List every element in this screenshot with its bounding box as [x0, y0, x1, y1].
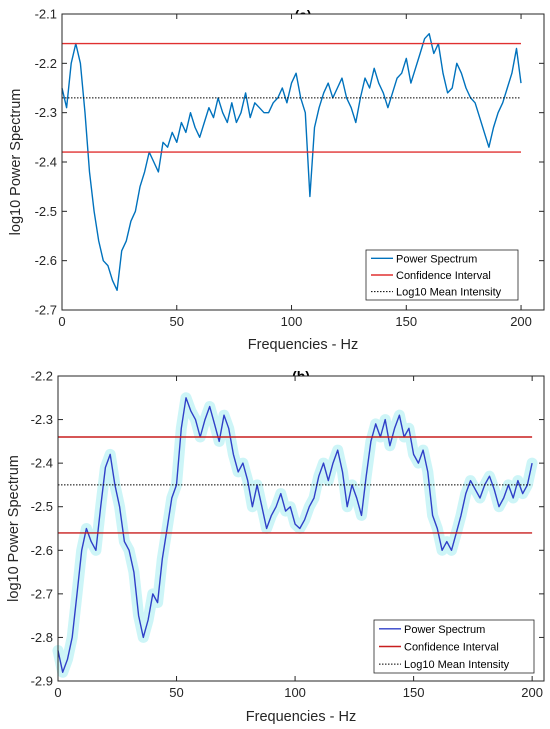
x-tick-label: 50 — [169, 685, 183, 700]
legend-entry: Log10 Mean Intensity — [404, 659, 510, 671]
x-axis-label: Frequencies - Hz — [248, 337, 358, 353]
x-tick-label: 0 — [58, 314, 65, 329]
y-tick-label: -2.7 — [31, 586, 53, 601]
y-tick-label: -2.2 — [31, 369, 53, 384]
y-tick-label: -2.4 — [35, 155, 57, 170]
x-tick-label: 50 — [170, 314, 184, 329]
y-tick-label: -2.7 — [35, 303, 57, 318]
x-tick-label: 100 — [281, 314, 303, 329]
y-axis-label: log10 Power Spectrum — [6, 455, 22, 602]
legend: Power Spectrum Confidence Interval Log10 M… — [365, 249, 519, 301]
legend-entry: Log10 Mean Intensity — [396, 287, 502, 299]
y-tick-label: -2.2 — [35, 56, 57, 71]
x-axis-label: Frequencies - Hz — [246, 709, 356, 725]
chart-panel-b: (b)050100150200-2.9-2.8-2.7-2.6-2.5-2.4-… — [6, 368, 545, 725]
x-tick-label: 200 — [521, 685, 543, 700]
y-tick-label: -2.1 — [35, 7, 57, 22]
legend-entry: Power Spectrum — [396, 253, 477, 265]
x-tick-label: 150 — [395, 314, 417, 329]
series-line-0 — [57, 397, 533, 673]
y-tick-label: -2.9 — [31, 674, 53, 689]
x-tick-label: 150 — [403, 685, 425, 700]
y-tick-label: -2.3 — [31, 412, 53, 427]
y-tick-label: -2.4 — [31, 456, 53, 471]
legend-entry: Confidence Interval — [396, 270, 491, 282]
x-tick-label: 100 — [284, 685, 306, 700]
y-tick-label: -2.5 — [35, 204, 57, 219]
legend-entry: Confidence Interval — [404, 642, 499, 654]
y-tick-label: -2.3 — [35, 105, 57, 120]
axes-box — [57, 375, 545, 682]
x-tick-label: 0 — [54, 685, 61, 700]
legend: Power Spectrum Confidence Interval Log10 M… — [373, 619, 535, 674]
series-line-0 — [61, 33, 522, 291]
y-tick-label: -2.6 — [35, 253, 57, 268]
y-tick-label: -2.5 — [31, 499, 53, 514]
x-tick-label: 200 — [510, 314, 532, 329]
y-axis-label: log10 Power Spectrum — [8, 89, 24, 236]
y-tick-label: -2.8 — [31, 630, 53, 645]
legend-entry: Power Spectrum — [404, 624, 485, 636]
y-tick-label: -2.6 — [31, 543, 53, 558]
chart-panel-a: (a)050100150200-2.7-2.6-2.5-2.4-2.3-2.2-… — [8, 7, 545, 353]
